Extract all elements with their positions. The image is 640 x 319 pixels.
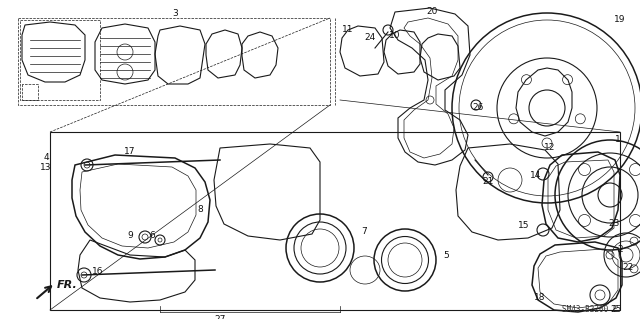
Text: 14: 14 (531, 172, 541, 181)
Text: 27: 27 (214, 315, 226, 319)
Text: 22: 22 (622, 263, 634, 272)
Text: FR.: FR. (57, 280, 77, 290)
Text: 15: 15 (518, 220, 530, 229)
Text: 23: 23 (608, 219, 620, 228)
Text: 2: 2 (617, 246, 623, 255)
Text: 13: 13 (40, 164, 52, 173)
Text: 8: 8 (197, 205, 203, 214)
Text: 3: 3 (172, 10, 178, 19)
Text: 16: 16 (92, 268, 104, 277)
Text: 25: 25 (611, 306, 621, 315)
Text: 12: 12 (544, 143, 556, 152)
Text: 6: 6 (149, 231, 155, 240)
Text: 26: 26 (472, 103, 484, 113)
Text: 9: 9 (127, 231, 133, 240)
Text: 17: 17 (124, 147, 136, 157)
Text: 7: 7 (361, 227, 367, 236)
Text: 11: 11 (342, 26, 354, 34)
Text: SM43-B2200 E: SM43-B2200 E (563, 305, 618, 314)
Text: 19: 19 (614, 16, 626, 25)
Text: 21: 21 (483, 177, 493, 187)
Text: 20: 20 (426, 8, 438, 17)
Text: 1: 1 (615, 136, 621, 145)
Text: 5: 5 (443, 250, 449, 259)
Text: 10: 10 (389, 31, 401, 40)
Text: 24: 24 (364, 33, 376, 42)
Text: 18: 18 (534, 293, 546, 302)
Text: 4: 4 (43, 153, 49, 162)
